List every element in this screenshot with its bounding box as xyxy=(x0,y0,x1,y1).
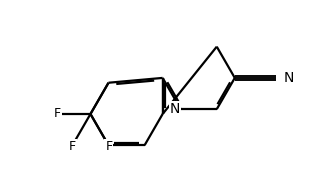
Text: N: N xyxy=(170,102,180,116)
Text: F: F xyxy=(105,140,112,153)
Text: F: F xyxy=(69,140,76,153)
Text: F: F xyxy=(54,108,61,120)
Text: N: N xyxy=(284,71,294,85)
